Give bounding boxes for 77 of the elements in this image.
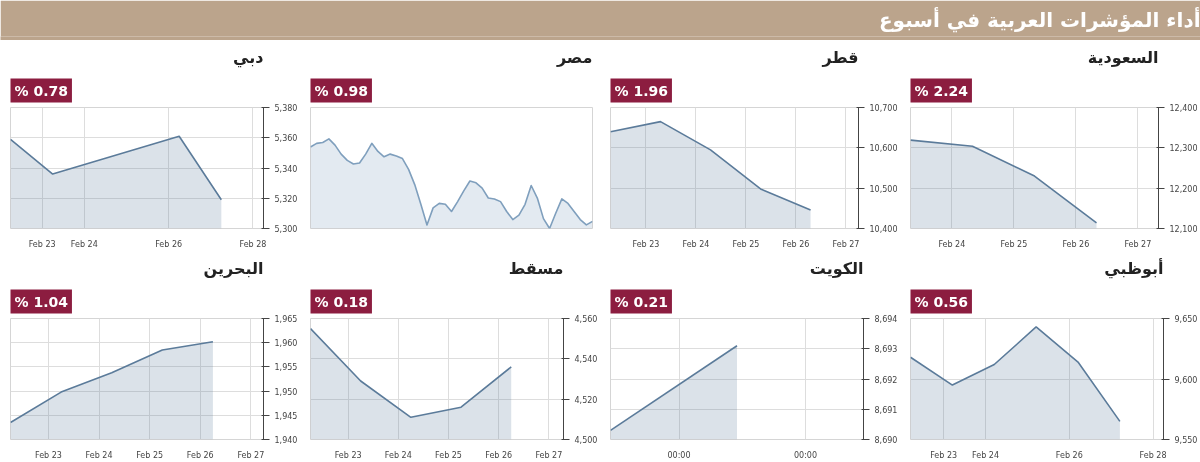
chart-title: قطر xyxy=(821,47,859,67)
y-tick-label: 1,940 xyxy=(274,436,298,445)
y-tick-label: 10,600 xyxy=(869,144,898,154)
x-tick-label: 00:00 xyxy=(793,450,818,460)
text: % 0.56 xyxy=(914,293,968,310)
chart-title: السعودية xyxy=(1087,47,1159,67)
y-tick-label: 1,955 xyxy=(274,363,298,373)
y-tick-label: 12,200 xyxy=(1169,184,1198,194)
y-tick-label: 12,100 xyxy=(1169,225,1198,234)
y-tick-label: 10,500 xyxy=(869,184,898,194)
y-tick-label: 12,400 xyxy=(1169,104,1198,113)
y-tick-label: 12,300 xyxy=(1169,144,1198,154)
y-tick-label: 4,500 xyxy=(574,436,598,445)
y-tick-label: 1,950 xyxy=(274,387,298,397)
x-tick-label: Feb 25 xyxy=(435,450,462,460)
text: % 0.18 xyxy=(314,293,368,310)
chart-title: البحرين xyxy=(203,258,264,278)
x-tick-label: Feb 24 xyxy=(384,450,412,460)
y-tick-label: 5,380 xyxy=(274,104,298,113)
y-tick-label: 8,691 xyxy=(874,405,898,415)
x-tick-label: Feb 24 xyxy=(682,239,710,249)
x-tick-label: Feb 25 xyxy=(136,450,164,460)
y-tick-label: 8,694 xyxy=(874,315,898,324)
x-tick-label: Feb 26 xyxy=(485,450,513,460)
x-tick-label: Feb 23 xyxy=(632,239,660,249)
chart-title: أبوظبي xyxy=(1104,257,1164,279)
y-tick-label: 9,600 xyxy=(1174,375,1198,385)
x-tick-label: Feb 24 xyxy=(70,239,98,249)
text: % 0.21 xyxy=(614,293,668,310)
text: أداء المؤشرات العربية في أسبوع xyxy=(878,5,1200,33)
x-tick-label: Feb 26 xyxy=(1055,450,1083,460)
y-tick-label: 9,550 xyxy=(1174,436,1198,445)
x-tick-label: Feb 27 xyxy=(832,239,860,249)
text: % 1.04 xyxy=(14,293,69,310)
y-tick-label: 5,340 xyxy=(274,164,298,174)
x-tick-label: Feb 24 xyxy=(938,239,966,249)
y-tick-label: 4,520 xyxy=(574,395,598,405)
x-tick-label: Feb 24 xyxy=(972,450,999,460)
chart-title: دبي xyxy=(233,47,264,68)
text: % 0.78 xyxy=(14,82,68,99)
text: % 1.96 xyxy=(614,82,668,99)
x-tick-label: Feb 27 xyxy=(237,450,265,460)
text: % 2.24 xyxy=(914,82,969,99)
y-tick-label: 5,360 xyxy=(274,134,298,144)
x-tick-label: Feb 28 xyxy=(1139,450,1167,460)
y-tick-label: 5,300 xyxy=(274,225,298,234)
x-tick-label: Feb 23 xyxy=(334,450,362,460)
x-tick-label: Feb 27 xyxy=(535,450,563,460)
x-tick-label: Feb 27 xyxy=(1124,239,1152,249)
x-tick-label: Feb 24 xyxy=(85,450,113,460)
y-tick-label: 9,650 xyxy=(1174,315,1198,324)
y-tick-label: 10,700 xyxy=(869,104,898,113)
chart-title: الكويت xyxy=(809,258,864,278)
x-tick-label: Feb 23 xyxy=(28,239,56,249)
chart-title: مصر xyxy=(555,47,593,67)
x-tick-label: Feb 25 xyxy=(732,239,760,249)
y-tick-label: 8,692 xyxy=(874,375,898,385)
x-tick-label: Feb 23 xyxy=(35,450,62,460)
text: % 0.98 xyxy=(314,82,368,99)
y-tick-label: 8,690 xyxy=(874,436,898,445)
x-tick-label: Feb 26 xyxy=(1062,239,1090,249)
y-tick-label: 4,560 xyxy=(574,315,598,324)
y-tick-label: 4,540 xyxy=(574,355,598,365)
x-tick-label: Feb 26 xyxy=(782,239,810,249)
x-tick-label: 00:00 xyxy=(667,450,691,460)
chart-title: مسقط xyxy=(508,258,564,278)
x-tick-label: Feb 23 xyxy=(930,450,958,460)
x-tick-label: Feb 26 xyxy=(155,239,183,249)
x-tick-label: Feb 25 xyxy=(1000,239,1028,249)
y-tick-label: 10,400 xyxy=(869,225,898,234)
x-tick-label: Feb 26 xyxy=(186,450,214,460)
y-tick-label: 1,960 xyxy=(274,339,298,349)
y-tick-label: 1,965 xyxy=(274,315,298,324)
x-tick-label: Feb 28 xyxy=(239,239,267,249)
y-tick-label: 1,945 xyxy=(274,411,298,421)
y-tick-label: 5,320 xyxy=(274,194,298,204)
y-tick-label: 8,693 xyxy=(874,345,898,355)
